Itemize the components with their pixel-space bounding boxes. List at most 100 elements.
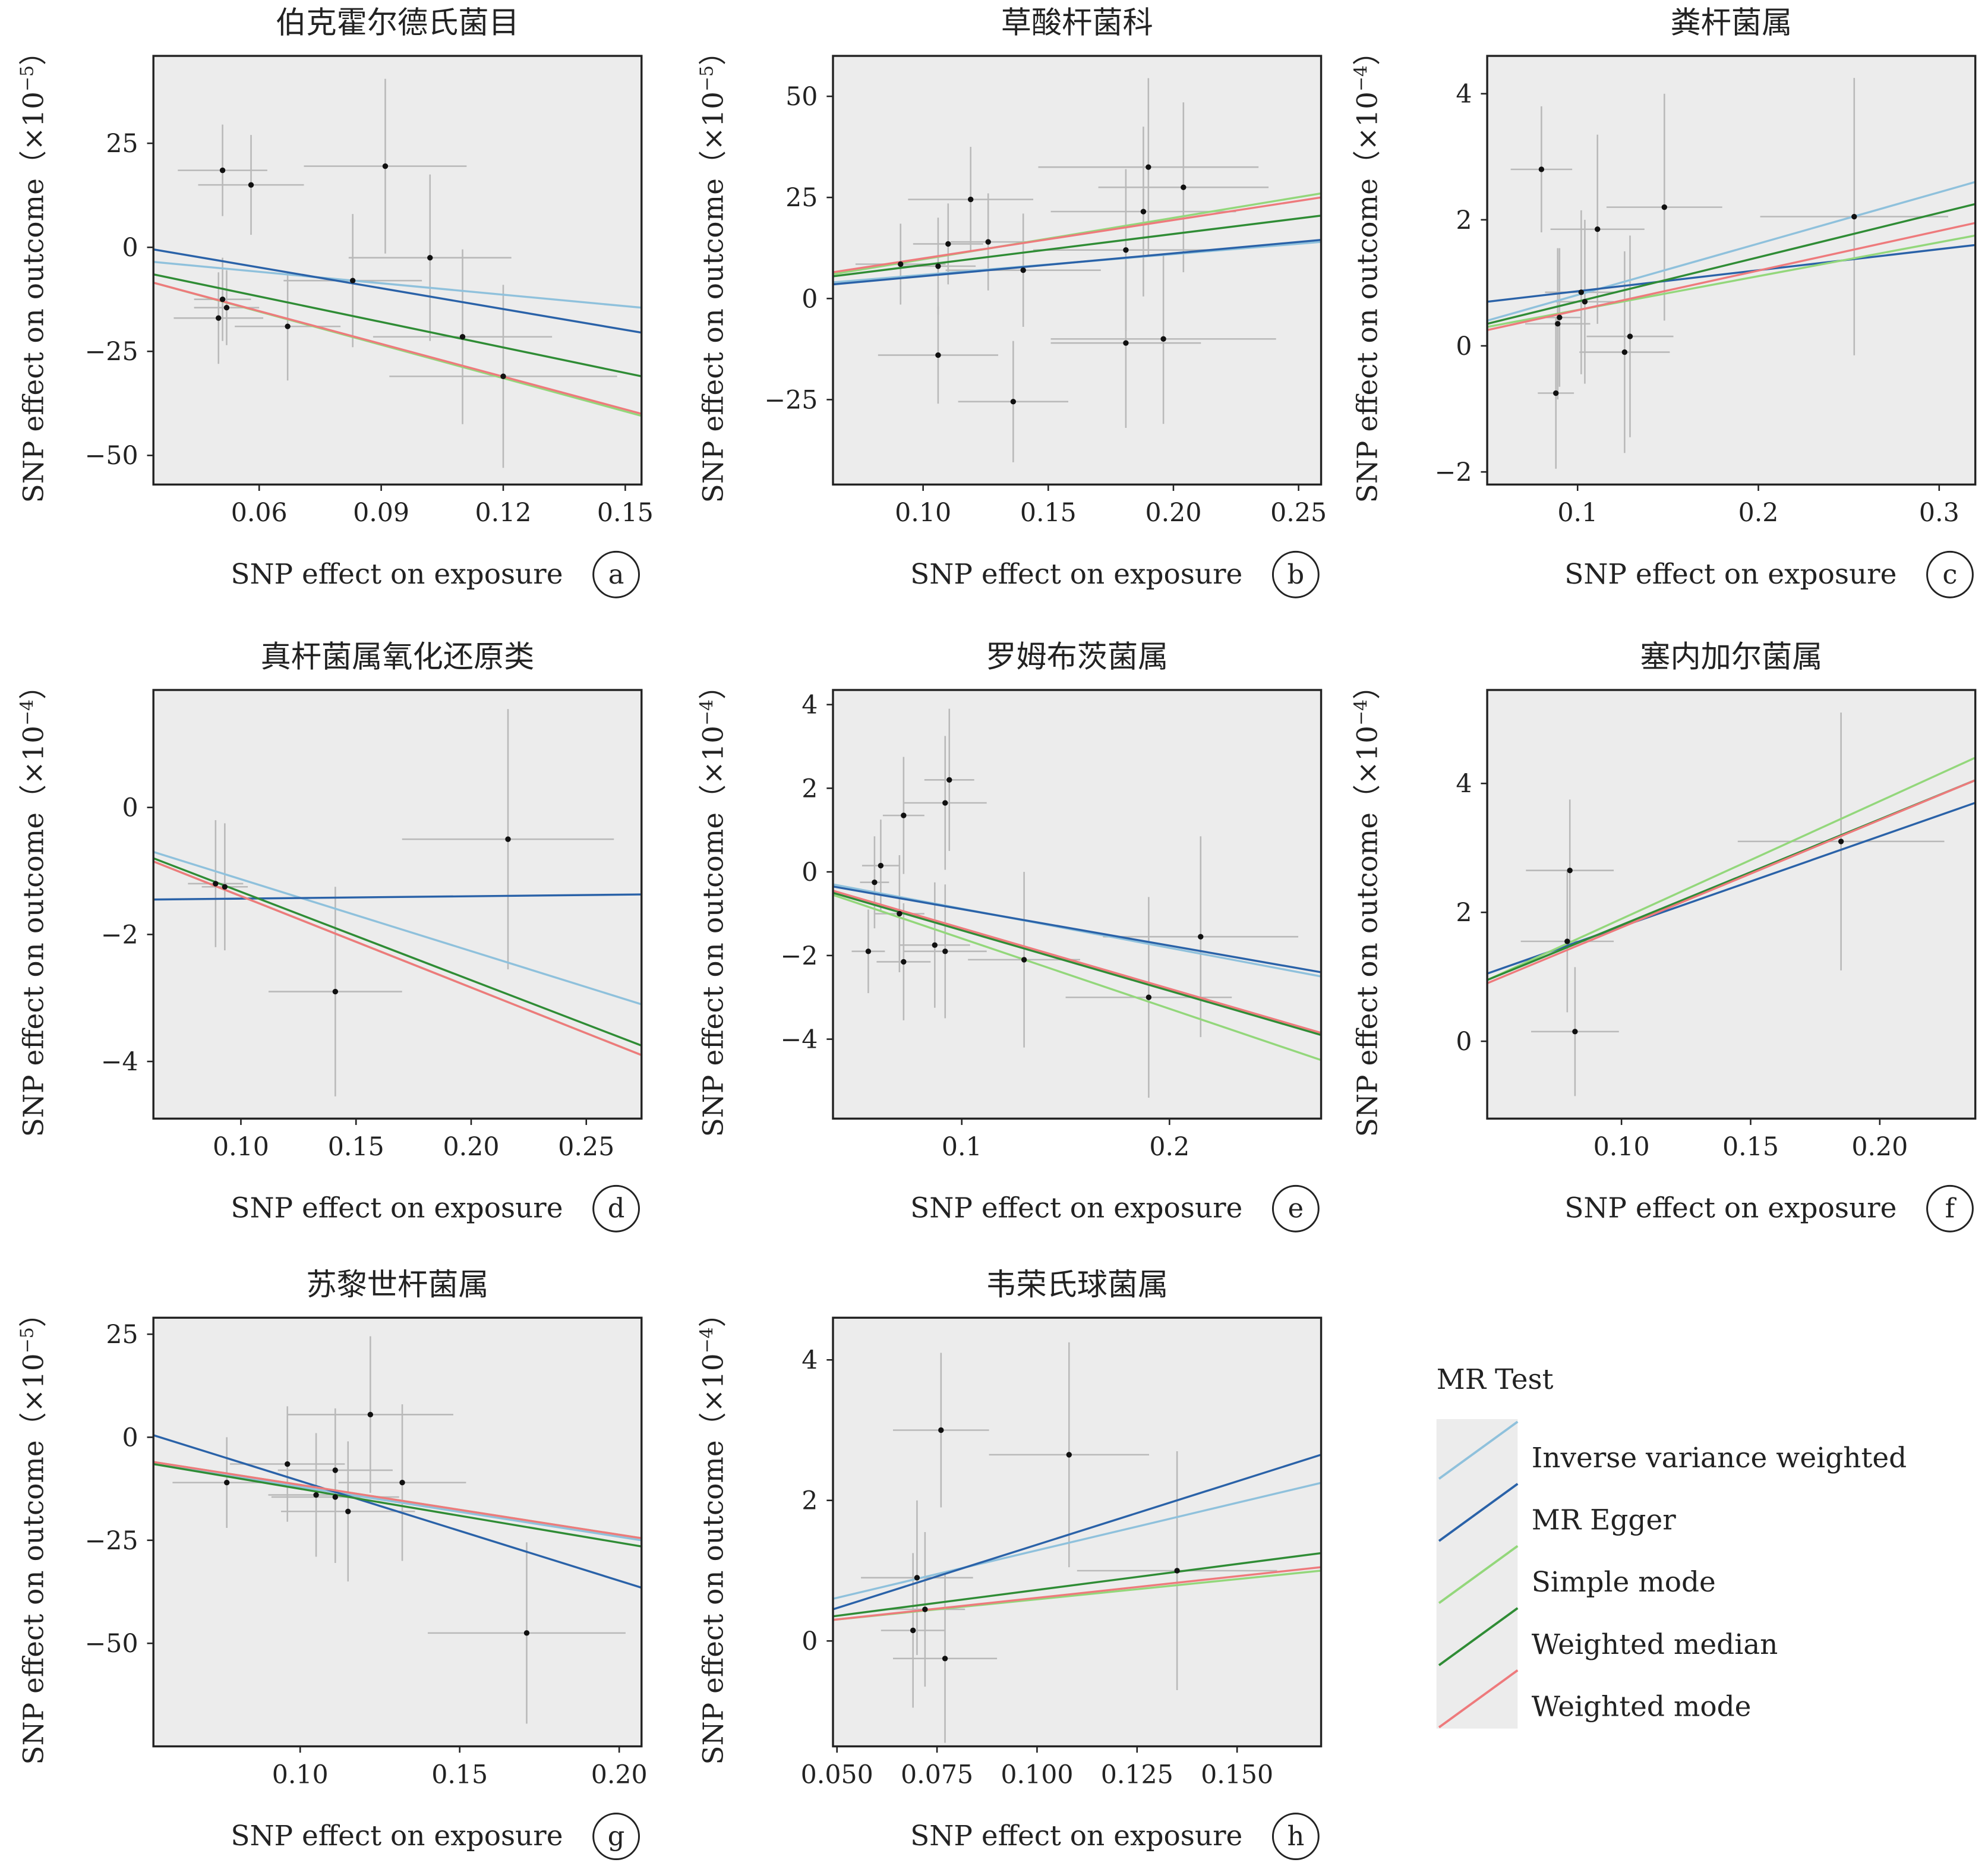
y-tick-label: 2 bbox=[801, 774, 818, 803]
data-point bbox=[932, 942, 938, 948]
data-point bbox=[985, 239, 991, 245]
y-tick-label: 2 bbox=[1456, 898, 1472, 928]
data-point bbox=[1553, 390, 1559, 396]
panel-letter-badge: e bbox=[1271, 1184, 1320, 1233]
plot-area bbox=[153, 1318, 642, 1747]
regression-line-weighted-median bbox=[832, 215, 1321, 278]
x-tick-label: 0.15 bbox=[431, 1760, 488, 1789]
x-tick-label: 0.15 bbox=[328, 1132, 384, 1162]
panel-letter: h bbox=[1287, 1820, 1304, 1852]
data-point bbox=[332, 1494, 338, 1500]
y-tick-label: 0 bbox=[1456, 332, 1472, 361]
legend-item-label: Weighted mode bbox=[1532, 1690, 1752, 1723]
data-point bbox=[1160, 336, 1166, 342]
data-point bbox=[285, 1461, 291, 1467]
x-tick-label: 0.10 bbox=[213, 1132, 269, 1162]
data-point bbox=[500, 373, 506, 379]
data-point bbox=[922, 1606, 928, 1612]
plot-content bbox=[153, 709, 642, 1096]
x-tick-label: 0.06 bbox=[231, 498, 288, 528]
x-axis-label: SNP effect on exposure bbox=[231, 1820, 563, 1852]
legend-swatch bbox=[1438, 1420, 1519, 1480]
regression-line-inverse-variance-weighted bbox=[1487, 181, 1976, 322]
x-tick-label: 0.050 bbox=[801, 1760, 873, 1789]
legend: MR Test Inverse variance weighted MR Egge… bbox=[1436, 1363, 1907, 1729]
y-axis-label: SNP effect on outcome（×10−4） bbox=[696, 1299, 730, 1764]
panel-letter: f bbox=[1945, 1193, 1957, 1224]
regression-line-weighted-mode bbox=[832, 890, 1321, 1034]
y-tick-label: 4 bbox=[801, 691, 818, 720]
y-tick-label: −4 bbox=[101, 1047, 138, 1077]
plot-content bbox=[1487, 712, 1976, 1096]
y-tick-label: −2 bbox=[1435, 458, 1472, 487]
panel-title: 塞内加尔菌属 bbox=[1640, 639, 1822, 675]
y-axis-label: SNP effect on outcome（×10−4） bbox=[1350, 37, 1384, 503]
legend-item: Simple mode bbox=[1438, 1545, 1716, 1605]
data-point bbox=[1140, 209, 1147, 215]
data-point bbox=[1555, 321, 1561, 327]
data-point bbox=[1123, 247, 1129, 253]
regression-line-inverse-variance-weighted bbox=[153, 260, 642, 309]
data-point bbox=[459, 334, 466, 340]
y-tick-label: −4 bbox=[780, 1025, 818, 1055]
plot-frame bbox=[832, 55, 1323, 486]
y-axis-label: SNP effect on outcome（×10−5） bbox=[696, 37, 730, 503]
data-point bbox=[1627, 333, 1633, 339]
data-point bbox=[1621, 349, 1628, 355]
data-point bbox=[427, 254, 433, 261]
x-tick-label: 0.2 bbox=[1149, 1132, 1189, 1162]
data-point bbox=[216, 315, 222, 321]
data-point bbox=[1567, 868, 1573, 874]
x-tick-label: 0.10 bbox=[272, 1760, 329, 1789]
panel-e: 0.1 0.2 −4 −2 0 2 4 罗姆布茨菌属 SNP effect on exposur… bbox=[696, 639, 1323, 1233]
panel-h: 0.050 0.075 0.100 0.125 0.150 0 2 4 韦荣氏球菌属 SNP ef… bbox=[696, 1267, 1323, 1860]
data-point bbox=[945, 241, 951, 247]
y-tick-label: 4 bbox=[801, 1345, 818, 1375]
data-point bbox=[248, 182, 254, 188]
plot-frame bbox=[832, 1316, 1323, 1748]
panel-title: 草酸杆菌科 bbox=[1001, 5, 1153, 41]
regression-line-mr-egger bbox=[153, 1434, 642, 1589]
y-tick-label: 0 bbox=[1456, 1027, 1472, 1057]
x-tick-label: 0.1 bbox=[1557, 498, 1598, 528]
panel-letter: c bbox=[1942, 559, 1957, 590]
regression-line-mr-egger bbox=[832, 1454, 1321, 1611]
y-tick-label: −2 bbox=[101, 920, 138, 950]
plot-content bbox=[1487, 78, 1976, 469]
data-point bbox=[213, 881, 219, 887]
x-axis-label: SNP effect on exposure bbox=[910, 1192, 1242, 1225]
data-point bbox=[901, 959, 907, 965]
plot-frame bbox=[152, 55, 643, 486]
data-point bbox=[1564, 938, 1570, 944]
regression-line-inverse-variance-weighted bbox=[153, 850, 642, 1006]
panel-letter: a bbox=[608, 559, 624, 590]
data-point bbox=[1851, 213, 1857, 220]
plot-frame bbox=[1486, 689, 1977, 1120]
panel-letter-badge: f bbox=[1926, 1184, 1974, 1233]
x-tick-label: 0.15 bbox=[1722, 1132, 1779, 1162]
x-tick-label: 0.125 bbox=[1101, 1760, 1173, 1789]
x-axis-label: SNP effect on exposure bbox=[910, 558, 1242, 591]
data-point bbox=[349, 278, 356, 283]
data-point bbox=[1123, 340, 1129, 346]
data-point bbox=[1174, 1568, 1180, 1574]
data-point bbox=[942, 948, 948, 954]
legend-item: Weighted mode bbox=[1438, 1669, 1752, 1729]
panel-letter: e bbox=[1288, 1193, 1304, 1224]
data-point bbox=[968, 196, 974, 203]
y-axis-label: SNP effect on outcome（×10−4） bbox=[696, 672, 730, 1137]
plot-area bbox=[153, 690, 642, 1119]
panel-title: 苏黎世杆菌属 bbox=[306, 1267, 488, 1303]
x-tick-label: 0.25 bbox=[1270, 498, 1327, 528]
legend-item: MR Egger bbox=[1438, 1483, 1676, 1542]
x-tick-label: 0.075 bbox=[901, 1760, 973, 1789]
y-tick-label: 0 bbox=[122, 793, 138, 823]
x-tick-label: 0.20 bbox=[1851, 1132, 1908, 1162]
data-point bbox=[1020, 267, 1026, 273]
data-point bbox=[898, 261, 904, 267]
data-point bbox=[1582, 299, 1588, 305]
plot-frame bbox=[1486, 55, 1977, 486]
plot-frame bbox=[152, 689, 643, 1120]
regression-line-mr-egger bbox=[153, 893, 642, 901]
